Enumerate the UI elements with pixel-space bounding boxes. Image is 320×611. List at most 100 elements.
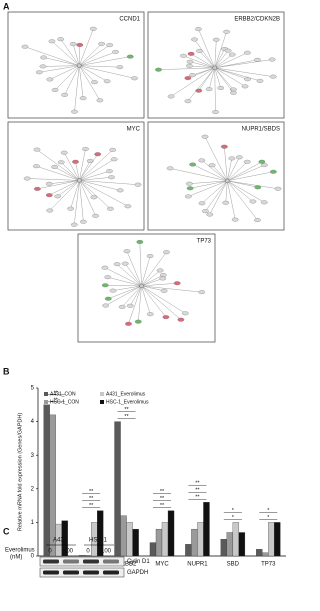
node xyxy=(212,37,220,42)
edge xyxy=(214,67,274,77)
node xyxy=(258,159,266,164)
edge xyxy=(79,51,116,66)
edge xyxy=(141,285,182,320)
bar xyxy=(120,515,127,557)
edge xyxy=(170,168,228,182)
edge xyxy=(79,65,84,99)
bar xyxy=(61,520,68,557)
bar xyxy=(191,528,198,557)
edge xyxy=(125,263,142,287)
y-tick-label: 5 xyxy=(31,386,35,392)
panel-letter: C xyxy=(3,526,10,536)
bar xyxy=(232,522,240,557)
edge xyxy=(208,67,215,90)
edge xyxy=(39,65,80,73)
dose-label: 100 xyxy=(101,549,112,555)
node xyxy=(80,219,87,224)
node xyxy=(181,311,189,316)
edge xyxy=(205,180,228,212)
node xyxy=(184,76,192,81)
node xyxy=(269,74,277,79)
node xyxy=(243,159,251,164)
edge xyxy=(73,43,80,66)
node xyxy=(167,94,175,99)
edge xyxy=(183,55,215,69)
node xyxy=(159,276,167,281)
edge xyxy=(79,43,102,66)
bar xyxy=(197,522,204,557)
edge xyxy=(79,65,120,68)
node xyxy=(126,54,134,59)
legend-swatch xyxy=(100,392,104,396)
y-tick-label: 3 xyxy=(31,453,35,459)
blot-frame xyxy=(39,567,125,578)
edge xyxy=(60,39,80,66)
edge xyxy=(54,166,80,181)
edge xyxy=(141,285,202,293)
node xyxy=(101,283,109,288)
edge xyxy=(194,39,215,68)
network-label: TP73 xyxy=(197,239,212,245)
significance-mark: ** xyxy=(160,489,165,495)
edge xyxy=(192,164,228,182)
blot-band xyxy=(103,570,119,575)
node xyxy=(134,182,142,187)
node xyxy=(191,37,198,42)
significance-mark: * xyxy=(232,508,235,514)
edge xyxy=(189,61,215,69)
node xyxy=(118,304,126,309)
node xyxy=(156,268,164,273)
node xyxy=(212,110,219,114)
node xyxy=(221,144,228,149)
cell-line-label: HSC-1 xyxy=(89,538,108,544)
edge xyxy=(198,29,215,68)
node xyxy=(146,312,154,317)
node xyxy=(230,90,237,95)
edge xyxy=(79,65,135,79)
dose-label: 0 xyxy=(86,549,90,555)
node xyxy=(106,43,114,48)
node xyxy=(51,87,59,92)
edge xyxy=(27,178,80,181)
significance-mark: ** xyxy=(54,390,59,396)
edge xyxy=(107,276,142,287)
significance-mark: * xyxy=(267,515,270,521)
node xyxy=(270,169,277,174)
node xyxy=(102,303,109,308)
edge xyxy=(139,241,142,286)
legend-swatch xyxy=(100,400,104,404)
legend-label: A431_Everolimus xyxy=(106,391,146,397)
edge xyxy=(227,180,265,203)
edge xyxy=(79,56,131,66)
node xyxy=(198,290,206,295)
edge xyxy=(130,285,142,306)
edge xyxy=(61,162,80,181)
node xyxy=(228,156,236,161)
node xyxy=(256,78,264,83)
hub-node xyxy=(77,178,82,183)
edge xyxy=(49,180,80,196)
edge xyxy=(79,149,86,181)
significance-mark: ** xyxy=(195,481,200,487)
node xyxy=(23,176,31,181)
node xyxy=(51,164,58,169)
edge xyxy=(214,39,217,68)
node xyxy=(86,158,94,163)
node xyxy=(46,208,54,213)
node xyxy=(39,64,47,69)
network-label: CCND1 xyxy=(119,17,140,23)
edge xyxy=(79,180,139,185)
blot-band xyxy=(83,559,99,564)
edge xyxy=(64,152,80,181)
edge xyxy=(64,65,80,95)
edge xyxy=(214,52,248,69)
node xyxy=(254,57,261,62)
edge xyxy=(214,67,248,80)
node xyxy=(104,275,112,280)
blot-band xyxy=(63,559,79,564)
edge xyxy=(225,180,228,203)
node xyxy=(112,49,119,54)
node xyxy=(71,109,78,114)
hub-node xyxy=(212,65,217,71)
significance-mark: ** xyxy=(124,414,129,420)
